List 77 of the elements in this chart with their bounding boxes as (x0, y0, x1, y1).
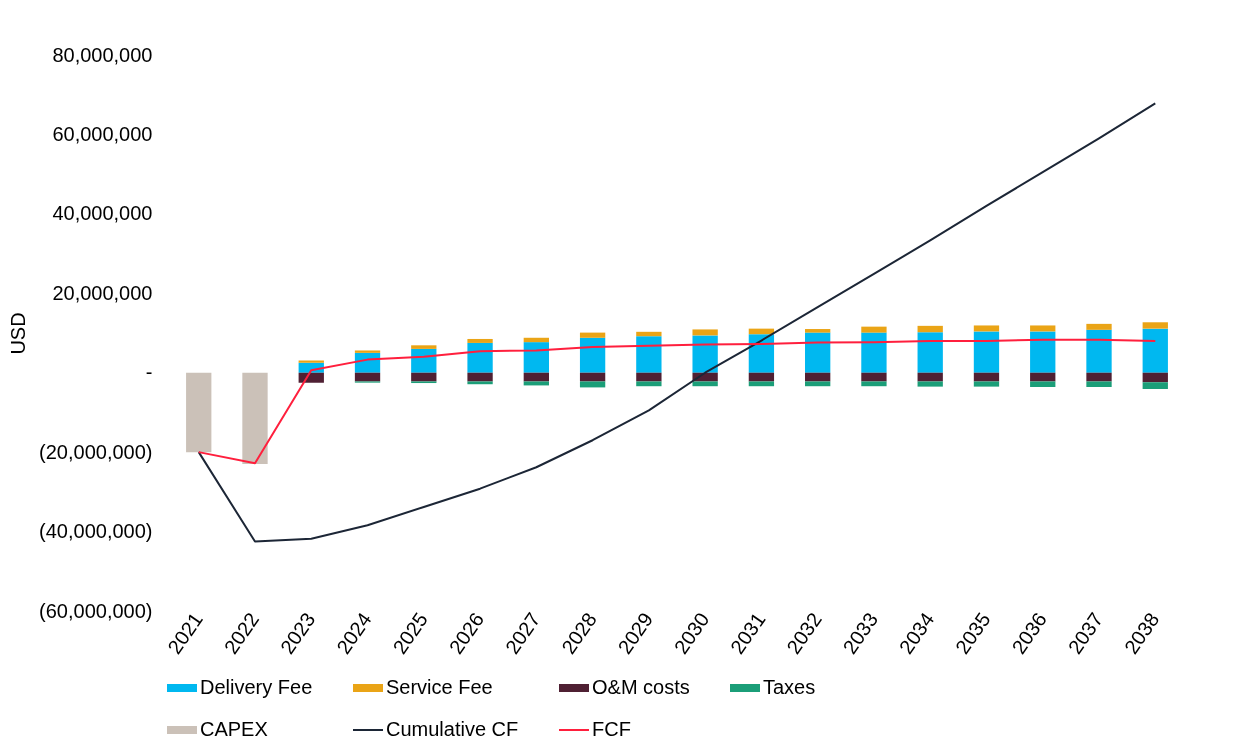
y-tick-label: - (145, 361, 153, 384)
bar (354, 372, 381, 382)
bar (973, 331, 1000, 373)
bar (1086, 381, 1112, 388)
bar (579, 337, 606, 373)
bar (692, 335, 718, 373)
bar (467, 381, 493, 385)
legend-label: FCF (592, 718, 631, 740)
bar (636, 381, 662, 387)
bar (579, 372, 606, 382)
bar (861, 372, 887, 382)
bar (917, 381, 943, 387)
bar (1030, 331, 1056, 373)
bar (861, 381, 887, 387)
bar (973, 381, 1000, 387)
y-tick-label: (20,000,000) (39, 440, 153, 463)
bar (1030, 381, 1056, 388)
bar (523, 381, 549, 386)
y-tick-label: 40,000,000 (52, 202, 153, 225)
bar (805, 332, 831, 373)
bar (1142, 382, 1168, 389)
bar (411, 372, 437, 382)
bar (523, 372, 549, 382)
bar (1142, 372, 1168, 383)
bar (805, 381, 831, 387)
bar (1142, 322, 1168, 329)
bar (1086, 372, 1112, 382)
bar (523, 337, 549, 343)
bar (411, 348, 437, 373)
y-tick-label: (40,000,000) (39, 520, 153, 543)
legend-label: O&M costs (592, 676, 690, 698)
bar (467, 342, 493, 373)
bar (636, 336, 662, 373)
bar (467, 338, 493, 343)
bar (579, 332, 606, 338)
bar (1086, 323, 1112, 330)
bar (1142, 328, 1168, 373)
bar (186, 372, 212, 453)
bar (861, 332, 887, 373)
bar (242, 372, 268, 465)
y-tick-label: 60,000,000 (52, 122, 153, 145)
bar (692, 329, 718, 336)
bar (917, 332, 943, 373)
bar (917, 372, 943, 382)
bar (298, 360, 324, 363)
bar (748, 372, 775, 382)
legend-label: Taxes (763, 676, 816, 698)
bar (298, 372, 324, 383)
bar (861, 326, 887, 333)
legend-label: Service Fee (386, 676, 493, 698)
bar (973, 372, 1000, 382)
bar (636, 372, 662, 382)
bar (1030, 372, 1056, 382)
y-tick-label: (60,000,000) (39, 599, 153, 622)
line-series (197, 338, 1157, 465)
y-axis-title: USD (7, 312, 30, 355)
bar (636, 331, 662, 337)
bar (917, 325, 943, 333)
bar (805, 329, 831, 333)
bar (411, 345, 437, 349)
y-tick-label: 20,000,000 (52, 281, 153, 304)
bar (692, 381, 718, 387)
bar (467, 372, 493, 382)
bar (748, 334, 775, 373)
legend-label: CAPEX (200, 718, 268, 740)
y-tick-label: 80,000,000 (52, 43, 153, 66)
bar (579, 381, 606, 388)
bar (805, 372, 831, 382)
bar (973, 325, 1000, 332)
legend-label: Delivery Fee (200, 676, 313, 698)
bar (354, 350, 381, 353)
legend-label: Cumulative CF (386, 718, 519, 740)
bar (1030, 325, 1056, 332)
bar (748, 381, 775, 387)
bar (1086, 329, 1112, 373)
line-series (197, 102, 1157, 543)
bar (523, 342, 549, 373)
